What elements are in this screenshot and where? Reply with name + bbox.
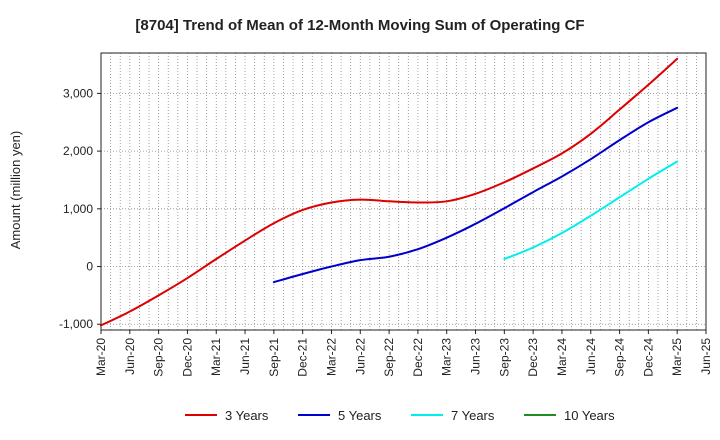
- legend-label-10-years: 10 Years: [564, 408, 615, 423]
- x-tick-label: Jun-25: [699, 338, 713, 375]
- x-tick-label: Mar-24: [555, 338, 569, 376]
- y-tick-label: 1,000: [63, 202, 93, 216]
- plot-area: -1,000 0 1,000 2,000 3,000 Mar-20 Jun-20 Sep-20…: [59, 52, 713, 377]
- x-tick-label: Mar-21: [209, 338, 223, 376]
- chart-title: [8704] Trend of Mean of 12-Month Moving …: [135, 17, 584, 34]
- x-tick-label: Sep-21: [267, 338, 281, 377]
- plot-frame: [100, 52, 707, 331]
- x-tick-label: Mar-22: [324, 338, 338, 376]
- x-tick-label: Dec-21: [296, 338, 310, 377]
- y-tick-label: 3,000: [63, 86, 93, 100]
- series-line-5-years: [272, 106, 679, 284]
- legend-label-5-years: 5 Years: [338, 408, 382, 423]
- y-tick-label: -1,000: [59, 317, 93, 331]
- x-tick-label: Jun-23: [469, 338, 483, 375]
- x-tick-label: Mar-25: [670, 338, 684, 376]
- legend-label-7-years: 7 Years: [451, 408, 495, 423]
- legend-label-3-years: 3 Years: [225, 408, 269, 423]
- x-tick-label: Mar-20: [94, 338, 108, 376]
- legend: 3 Years 5 Years 7 Years 10 Years: [185, 408, 615, 423]
- x-tick-label: Dec-22: [411, 338, 425, 377]
- x-tick-label: Jun-20: [123, 338, 137, 375]
- y-tick-label: 0: [86, 260, 93, 274]
- y-tick-label: 2,000: [63, 144, 93, 158]
- plot-background: [101, 53, 706, 330]
- x-tick-label: Sep-20: [152, 338, 166, 377]
- x-tick-label: Sep-22: [382, 338, 396, 377]
- x-tick-label: Sep-24: [613, 338, 627, 377]
- x-tick-label: Dec-23: [526, 338, 540, 377]
- x-tick-label: Jun-22: [353, 338, 367, 375]
- y-axis-label: Amount (million yen): [8, 131, 23, 250]
- x-tick-label: Sep-23: [497, 338, 511, 377]
- x-tick-label: Jun-21: [238, 338, 252, 375]
- x-tick-label: Mar-23: [440, 338, 454, 376]
- x-tick-label: Dec-20: [180, 338, 194, 377]
- series-line-3-years: [100, 57, 679, 327]
- x-tick-label: Dec-24: [641, 338, 655, 377]
- series-line-7-years: [503, 160, 679, 261]
- x-tick-label: Jun-24: [584, 338, 598, 375]
